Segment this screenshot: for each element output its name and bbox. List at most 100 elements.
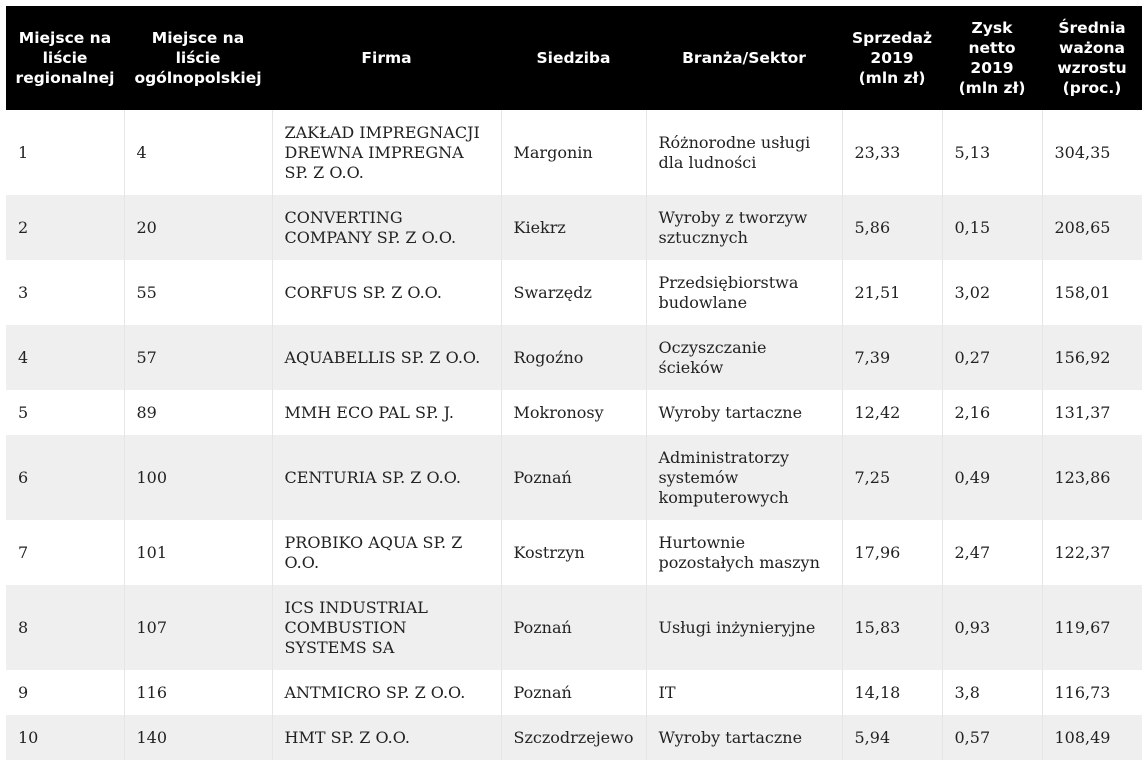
- cell-net-profit: 2,47: [941, 520, 1042, 585]
- cell-net-profit: 0,57: [941, 715, 1042, 760]
- cell-growth: 158,01: [1041, 260, 1142, 325]
- table-row: 9 116 ANTMICRO SP. Z O.O. Poznań IT 14,1…: [6, 670, 1142, 715]
- cell-national-rank: 89: [123, 390, 272, 435]
- cell-growth: 131,37: [1041, 390, 1142, 435]
- cell-national-rank: 116: [123, 670, 272, 715]
- cell-seat: Kiekrz: [500, 195, 646, 260]
- cell-industry: Wyroby z tworzyw sztucznych: [645, 195, 842, 260]
- cell-national-rank: 101: [123, 520, 272, 585]
- cell-sales: 5,86: [841, 195, 942, 260]
- header-sales-2019: Sprzedaż 2019 (mln zł): [842, 6, 942, 110]
- cell-seat: Poznań: [500, 435, 646, 520]
- cell-seat: Rogoźno: [500, 325, 646, 390]
- ranking-table: Miejsce na liście regionalnej Miejsce na…: [6, 6, 1142, 760]
- cell-net-profit: 3,8: [941, 670, 1042, 715]
- cell-regional-rank: 8: [6, 585, 124, 670]
- cell-company: CORFUS SP. Z O.O.: [271, 260, 501, 325]
- header-net-profit-2019: Zysk netto 2019 (mln zł): [942, 6, 1042, 110]
- table-row: 8 107 ICS INDUSTRIAL COMBUSTION SYSTEMS …: [6, 585, 1142, 670]
- table-row: 2 20 CONVERTING COMPANY SP. Z O.O. Kiekr…: [6, 195, 1142, 260]
- cell-net-profit: 0,93: [941, 585, 1042, 670]
- table-row: 4 57 AQUABELLIS SP. Z O.O. Rogoźno Oczys…: [6, 325, 1142, 390]
- header-seat: Siedziba: [501, 6, 646, 110]
- cell-growth: 108,49: [1041, 715, 1142, 760]
- cell-net-profit: 0,15: [941, 195, 1042, 260]
- cell-sales: 23,33: [841, 110, 942, 195]
- cell-regional-rank: 7: [6, 520, 124, 585]
- cell-industry: Oczyszczanie ścieków: [645, 325, 842, 390]
- cell-growth: 116,73: [1041, 670, 1142, 715]
- header-industry: Branża/Sektor: [646, 6, 842, 110]
- cell-industry: IT: [645, 670, 842, 715]
- cell-sales: 12,42: [841, 390, 942, 435]
- cell-national-rank: 107: [123, 585, 272, 670]
- cell-seat: Poznań: [500, 670, 646, 715]
- cell-company: MMH ECO PAL SP. J.: [271, 390, 501, 435]
- cell-growth: 156,92: [1041, 325, 1142, 390]
- cell-growth: 119,67: [1041, 585, 1142, 670]
- cell-company: ZAKŁAD IMPREGNACJI DREWNA IMPREGNA SP. Z…: [271, 110, 501, 195]
- cell-company: CONVERTING COMPANY SP. Z O.O.: [271, 195, 501, 260]
- cell-sales: 7,39: [841, 325, 942, 390]
- cell-industry: Przedsiębiorstwa budowlane: [645, 260, 842, 325]
- cell-net-profit: 5,13: [941, 110, 1042, 195]
- cell-industry: Różnorodne usługi dla ludności: [645, 110, 842, 195]
- cell-sales: 17,96: [841, 520, 942, 585]
- cell-company: CENTURIA SP. Z O.O.: [271, 435, 501, 520]
- cell-net-profit: 0,49: [941, 435, 1042, 520]
- cell-industry: Wyroby tartaczne: [645, 390, 842, 435]
- cell-company: AQUABELLIS SP. Z O.O.: [271, 325, 501, 390]
- cell-seat: Kostrzyn: [500, 520, 646, 585]
- cell-seat: Margonin: [500, 110, 646, 195]
- cell-seat: Szczodrzejewo: [500, 715, 646, 760]
- table-row: 7 101 PROBIKO AQUA SP. Z O.O. Kostrzyn H…: [6, 520, 1142, 585]
- table-row: 1 4 ZAKŁAD IMPREGNACJI DREWNA IMPREGNA S…: [6, 110, 1142, 195]
- cell-net-profit: 2,16: [941, 390, 1042, 435]
- cell-national-rank: 20: [123, 195, 272, 260]
- cell-industry: Wyroby tartaczne: [645, 715, 842, 760]
- cell-industry: Usługi inżynieryjne: [645, 585, 842, 670]
- cell-seat: Mokronosy: [500, 390, 646, 435]
- cell-growth: 122,37: [1041, 520, 1142, 585]
- cell-regional-rank: 1: [6, 110, 124, 195]
- cell-national-rank: 100: [123, 435, 272, 520]
- table-header-row: Miejsce na liście regionalnej Miejsce na…: [6, 6, 1142, 110]
- cell-growth: 123,86: [1041, 435, 1142, 520]
- header-weighted-growth: Średnia ważona wzrostu (proc.): [1042, 6, 1142, 110]
- cell-regional-rank: 2: [6, 195, 124, 260]
- cell-seat: Swarzędz: [500, 260, 646, 325]
- table-row: 5 89 MMH ECO PAL SP. J. Mokronosy Wyroby…: [6, 390, 1142, 435]
- cell-national-rank: 57: [123, 325, 272, 390]
- cell-regional-rank: 3: [6, 260, 124, 325]
- cell-sales: 5,94: [841, 715, 942, 760]
- cell-net-profit: 3,02: [941, 260, 1042, 325]
- cell-regional-rank: 10: [6, 715, 124, 760]
- cell-company: ANTMICRO SP. Z O.O.: [271, 670, 501, 715]
- table-row: 3 55 CORFUS SP. Z O.O. Swarzędz Przedsię…: [6, 260, 1142, 325]
- cell-growth: 304,35: [1041, 110, 1142, 195]
- cell-sales: 7,25: [841, 435, 942, 520]
- cell-regional-rank: 4: [6, 325, 124, 390]
- cell-national-rank: 140: [123, 715, 272, 760]
- header-regional-rank: Miejsce na liście regionalnej: [6, 6, 124, 110]
- cell-company: ICS INDUSTRIAL COMBUSTION SYSTEMS SA: [271, 585, 501, 670]
- cell-industry: Hurtownie pozostałych maszyn: [645, 520, 842, 585]
- table-row: 10 140 HMT SP. Z O.O. Szczodrzejewo Wyro…: [6, 715, 1142, 760]
- cell-seat: Poznań: [500, 585, 646, 670]
- cell-regional-rank: 9: [6, 670, 124, 715]
- header-company: Firma: [272, 6, 501, 110]
- cell-national-rank: 4: [123, 110, 272, 195]
- cell-growth: 208,65: [1041, 195, 1142, 260]
- cell-sales: 14,18: [841, 670, 942, 715]
- cell-national-rank: 55: [123, 260, 272, 325]
- cell-net-profit: 0,27: [941, 325, 1042, 390]
- header-national-rank: Miejsce na liście ogólnopolskiej: [124, 6, 272, 110]
- cell-sales: 21,51: [841, 260, 942, 325]
- table-row: 6 100 CENTURIA SP. Z O.O. Poznań Adminis…: [6, 435, 1142, 520]
- cell-company: PROBIKO AQUA SP. Z O.O.: [271, 520, 501, 585]
- cell-sales: 15,83: [841, 585, 942, 670]
- ranking-table-container: Miejsce na liście regionalnej Miejsce na…: [6, 6, 1142, 760]
- cell-regional-rank: 6: [6, 435, 124, 520]
- cell-regional-rank: 5: [6, 390, 124, 435]
- cell-company: HMT SP. Z O.O.: [271, 715, 501, 760]
